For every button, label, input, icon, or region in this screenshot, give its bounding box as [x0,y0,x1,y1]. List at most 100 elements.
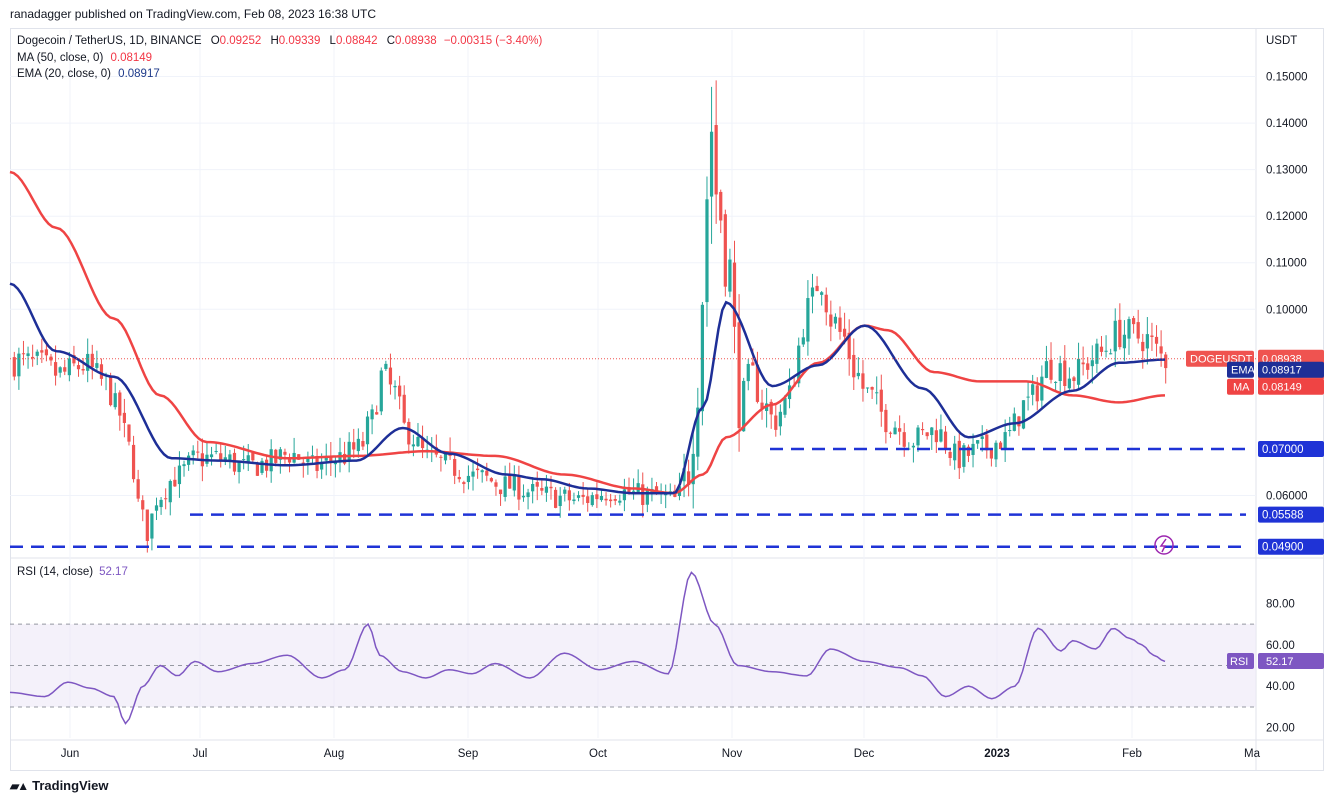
legend-high-label: H [270,35,279,47]
rsi-legend-value: 52.17 [99,566,128,578]
candle-body [535,482,539,487]
rsi-tag-label: RSI [1230,656,1248,668]
alert-bolt-icon [1159,538,1167,553]
ma-tag-label: MA [1233,382,1250,394]
rsi-tick-label: 60.00 [1266,640,1295,652]
candle-body [618,500,622,503]
price-tick-label: 0.13000 [1266,165,1308,177]
candle-body [95,363,99,368]
candle-body [856,372,860,377]
candle-body [352,442,356,450]
candle-body [209,454,214,458]
candle-body [86,353,90,371]
candle-body [141,500,145,510]
candle-body [948,451,952,458]
ema-tag [1227,361,1254,378]
candle-body [416,436,420,447]
candle-body [1159,346,1163,354]
candle-body [457,476,461,480]
candle-body [723,214,727,287]
candle-body [237,462,241,473]
candle-body [553,489,558,508]
candle-body [1090,360,1094,367]
legend-ma-value: 0.08149 [110,52,153,64]
candle-body [1067,378,1071,389]
candle-body [269,449,273,472]
candle-body [310,455,315,457]
candle-body [1035,385,1039,402]
candle-body [962,445,966,467]
candle-body [35,351,39,356]
candle-body [329,456,333,462]
candle-body [420,437,425,449]
candle-body [476,468,480,471]
candle-body [755,364,760,402]
candle-body [691,453,695,485]
candle-body [847,332,851,359]
candle-body [980,436,984,439]
candle-body [540,488,544,491]
legend-low-value: 0.08842 [335,35,378,47]
candle-body [278,449,282,460]
candle-body [320,463,324,470]
price-tick-label: 0.12000 [1266,211,1308,223]
candle-body [1145,334,1149,349]
candle-body [737,322,741,428]
ma-line [9,170,1166,495]
candle-body [957,440,961,469]
candle-body [219,453,223,460]
candle-body [1109,353,1113,355]
candle-body [287,457,292,463]
candle-body [746,363,750,382]
candle-body [1164,354,1168,369]
rsi-value-tag [1258,653,1324,670]
candle-body [173,479,177,487]
candle-body [283,451,287,455]
candle-body [127,424,131,442]
candle-body [971,443,975,455]
candle-body [976,440,980,444]
candle-body [242,459,246,461]
support-tag-label: 0.07000 [1262,444,1304,456]
candle-body [40,350,44,353]
candle-body [402,394,406,423]
tradingview-mark-icon: ▰▲ [10,778,29,793]
rsi-tag [1227,653,1254,670]
candle-body [838,317,842,332]
candle-body [512,474,516,491]
candle-body [1003,432,1007,449]
support-tag [1258,440,1324,457]
candles-group [12,80,1168,553]
candle-body [989,449,993,459]
candle-body [1049,359,1053,380]
candle-body [1122,334,1127,349]
candle-body [76,365,81,370]
candle-body [26,353,30,357]
tradingview-logo[interactable]: ▰▲ TradingView [10,778,108,793]
candle-body [902,432,906,447]
candle-body [439,456,443,458]
candle-body [613,498,617,501]
candle-body [1086,363,1090,370]
candle-body [251,452,255,461]
candle-body [361,441,365,447]
candle-body [1040,376,1044,401]
candle-body [342,453,347,464]
candle-body [925,432,929,437]
candle-body [462,482,466,485]
candle-body [558,495,562,507]
rsi-tick-label: 20.00 [1266,723,1295,735]
candle-body [604,498,608,501]
candle-body [63,367,67,372]
support-tag [1258,506,1324,523]
candle-body [90,353,94,368]
candle-body [778,411,782,427]
candle-body [1118,319,1122,348]
candle-body [801,337,805,345]
candle-body [347,441,351,462]
candle-body [306,458,310,463]
candle-body [356,438,360,452]
legend-open-label: O [210,35,220,47]
legend-ma-label: MA (50, close, 0) [17,52,104,64]
